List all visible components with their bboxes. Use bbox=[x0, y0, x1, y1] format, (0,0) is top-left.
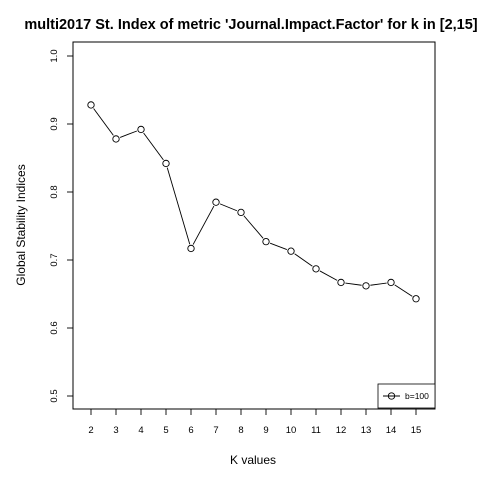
series-b100 bbox=[87, 101, 420, 303]
chart-title: multi2017 St. Index of metric 'Journal.I… bbox=[24, 17, 477, 33]
series-segment bbox=[119, 130, 138, 138]
y-tick-label: 0.7 bbox=[49, 253, 60, 266]
data-point bbox=[237, 208, 245, 217]
x-axis: 2 3 4 5 6 7 8 9 10 11 12 13 14 15 bbox=[88, 409, 421, 436]
series-segment bbox=[269, 242, 288, 251]
x-tick-label: 5 bbox=[163, 425, 168, 436]
data-point bbox=[262, 237, 270, 246]
data-point bbox=[187, 244, 195, 253]
series-segment bbox=[319, 270, 338, 281]
x-tick-label: 14 bbox=[386, 425, 397, 436]
x-tick-label: 9 bbox=[263, 425, 268, 436]
data-point bbox=[312, 265, 320, 273]
series-segment bbox=[243, 215, 264, 239]
legend: b=100 bbox=[377, 383, 436, 409]
series-segment bbox=[192, 205, 215, 245]
series-segment bbox=[294, 253, 313, 267]
plot-frame bbox=[72, 41, 436, 410]
data-point bbox=[387, 278, 395, 287]
y-axis-label: Global Stability Indices bbox=[14, 164, 28, 285]
x-tick-label: 12 bbox=[336, 425, 347, 436]
series-segment bbox=[394, 284, 413, 297]
x-tick-label: 8 bbox=[238, 425, 243, 436]
legend-marker bbox=[387, 392, 396, 400]
series-segment bbox=[93, 108, 114, 136]
x-tick-label: 2 bbox=[88, 425, 93, 436]
x-tick-label: 10 bbox=[286, 425, 297, 436]
data-point bbox=[212, 198, 220, 206]
series-segment bbox=[370, 282, 387, 286]
x-tick-label: 15 bbox=[411, 425, 422, 436]
x-tick-label: 6 bbox=[188, 425, 193, 436]
y-axis: 0.5 0.6 0.7 0.8 0.9 1.0 bbox=[49, 49, 73, 403]
series-segment bbox=[166, 167, 191, 245]
x-tick-label: 3 bbox=[113, 425, 118, 436]
data-point bbox=[137, 125, 145, 134]
x-tick-label: 4 bbox=[138, 425, 143, 436]
legend-label: b=100 bbox=[405, 391, 429, 401]
data-point bbox=[362, 282, 370, 290]
data-point bbox=[87, 101, 95, 109]
series-segment bbox=[345, 282, 362, 286]
x-tick-label: 11 bbox=[311, 425, 321, 436]
data-point bbox=[162, 159, 170, 168]
y-tick-label: 0.6 bbox=[49, 321, 60, 334]
x-tick-label: 7 bbox=[213, 425, 218, 436]
y-tick-label: 1.0 bbox=[49, 49, 60, 62]
series-segment bbox=[143, 132, 164, 161]
data-point bbox=[337, 278, 345, 287]
data-point bbox=[287, 247, 295, 255]
x-axis-label: K values bbox=[230, 453, 276, 467]
y-tick-label: 0.8 bbox=[49, 185, 60, 198]
y-tick-label: 0.9 bbox=[49, 117, 60, 130]
x-tick-label: 13 bbox=[361, 425, 372, 436]
data-point bbox=[112, 135, 120, 143]
data-point bbox=[412, 295, 420, 303]
y-tick-label: 0.5 bbox=[49, 389, 60, 402]
series-segment bbox=[219, 203, 238, 212]
